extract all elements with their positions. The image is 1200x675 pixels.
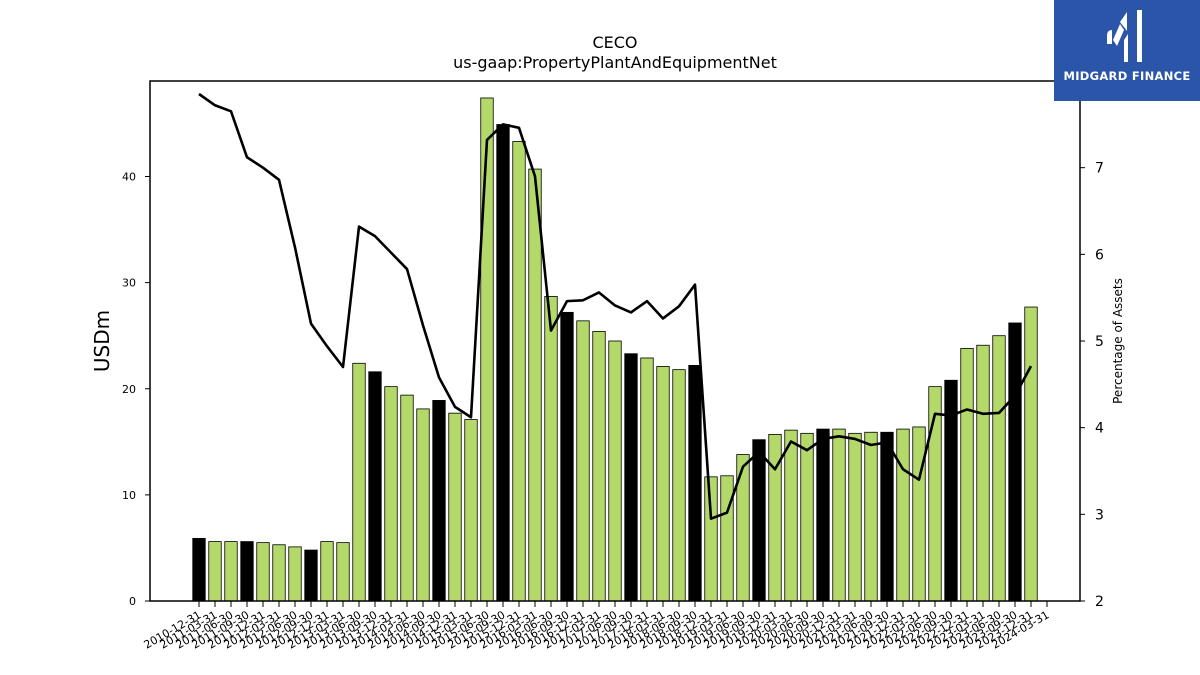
bar	[976, 344, 990, 602]
bar	[336, 542, 350, 602]
bar	[960, 348, 974, 602]
y-tick-label: 10	[122, 489, 136, 502]
bar	[272, 544, 286, 602]
bar	[992, 335, 1006, 602]
bar	[1008, 322, 1022, 602]
bar	[640, 357, 654, 602]
bar	[704, 476, 718, 602]
bar	[816, 428, 830, 602]
bar	[448, 412, 462, 602]
bar	[784, 429, 798, 602]
y2-tick-label: 3	[1095, 507, 1104, 523]
bar	[352, 362, 366, 602]
y2-tick-label: 7	[1095, 161, 1104, 177]
y2-tick-label: 4	[1095, 421, 1104, 437]
bar	[304, 549, 318, 602]
bar	[576, 320, 590, 602]
y-tick-label: 20	[122, 383, 136, 396]
y2-tick-label: 2	[1095, 594, 1104, 610]
bar	[496, 124, 510, 602]
y-axis-right: 2 3 4 5 6 7	[1080, 161, 1104, 610]
bar	[512, 141, 526, 602]
y-tick-label: 30	[122, 277, 136, 290]
y-tick-label: 40	[122, 171, 136, 184]
bar	[528, 168, 542, 602]
chart-title: CECO	[592, 33, 637, 52]
bar	[240, 541, 254, 602]
bar	[624, 353, 638, 602]
bar	[720, 475, 734, 602]
brand-logo: MIDGARD FINANCE	[1054, 0, 1200, 101]
bar	[400, 394, 414, 602]
bar	[880, 431, 894, 602]
bar	[480, 97, 494, 602]
x-axis: 2010-12-312011-03-312011-06-302011-09-30…	[142, 601, 1052, 652]
bar	[432, 400, 446, 602]
bar	[256, 542, 270, 602]
bar	[208, 541, 222, 602]
y-tick-label: 0	[129, 595, 136, 608]
bar	[192, 537, 206, 602]
bar-group	[192, 97, 1038, 602]
bar	[896, 428, 910, 602]
bar	[592, 331, 606, 602]
y-axis-left: 0 10 20 30 40	[122, 171, 150, 608]
logo-mark-icon	[1107, 10, 1142, 62]
bar	[464, 419, 478, 602]
bar	[688, 365, 702, 602]
bar	[224, 541, 238, 602]
bar	[608, 340, 622, 602]
bar	[848, 432, 862, 602]
bar	[288, 546, 302, 602]
bar	[544, 296, 558, 602]
line-group	[198, 92, 1033, 520]
bar	[560, 311, 574, 602]
bar	[864, 431, 878, 602]
bar	[368, 371, 382, 602]
bar	[384, 386, 398, 602]
bar	[656, 366, 670, 602]
chart-subtitle: us-gaap:PropertyPlantAndEquipmentNet	[453, 53, 777, 72]
bar	[912, 426, 926, 602]
bar	[1024, 306, 1038, 602]
bar	[752, 439, 766, 602]
bar	[320, 541, 334, 602]
y2-tick-label: 5	[1095, 334, 1104, 350]
logo-text: MIDGARD FINANCE	[1063, 69, 1191, 83]
y2-tick-label: 6	[1095, 247, 1104, 263]
y2-axis-label: Percentage of Assets	[1111, 278, 1125, 404]
bar	[416, 408, 430, 602]
bar	[800, 432, 814, 602]
y-axis-label: USDm	[90, 310, 114, 372]
bar	[672, 369, 686, 602]
bar	[832, 428, 846, 602]
series-line	[198, 92, 1033, 520]
